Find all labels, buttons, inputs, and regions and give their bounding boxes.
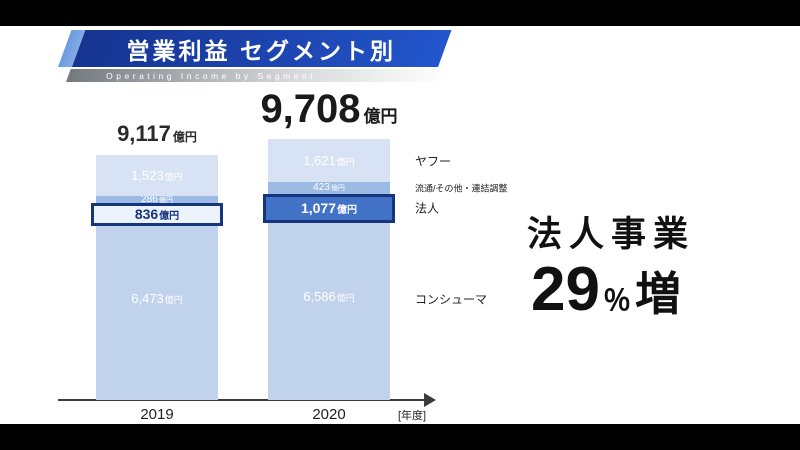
segment-value-label: 286 億円 bbox=[141, 193, 173, 205]
letterbox-top bbox=[0, 0, 800, 26]
segment-value-label: 1,621 億円 bbox=[303, 153, 355, 169]
percent-sign: ％ bbox=[602, 285, 631, 316]
series-label-consumer: コンシューマ bbox=[415, 292, 488, 307]
callout-number: 29 bbox=[531, 255, 600, 324]
axis-category-2020: 2020 bbox=[312, 406, 346, 423]
axis-unit-note: [年度] bbox=[398, 410, 427, 422]
total-label-2019: 9,117 億円 bbox=[117, 120, 197, 146]
x-axis-arrow bbox=[424, 393, 436, 407]
series-label-yahoo: ヤフー bbox=[415, 154, 452, 169]
callout: 法人事業 29 ％ 増 bbox=[527, 206, 695, 324]
segment-value-label: 6,473 億円 bbox=[131, 291, 183, 307]
series-label-ryutsu: 流通/その他・連結調整 bbox=[415, 183, 508, 194]
series-label-hojin: 法人 bbox=[415, 201, 440, 216]
segment-value-label: 1,523 億円 bbox=[131, 167, 183, 183]
bar-segment-yahoo: 1,523 億円 bbox=[96, 154, 218, 196]
callout-suffix: 増 bbox=[634, 268, 681, 320]
segment-value-label: 836 億円 bbox=[134, 206, 180, 223]
segment-value-label: 423 億円 bbox=[313, 182, 345, 194]
callout-title: 法人事業 bbox=[527, 215, 696, 254]
segment-value-label: 6,586 億円 bbox=[303, 289, 355, 305]
bar-segment-hojin: 1,077 億円 bbox=[263, 193, 395, 223]
axis-category-2019: 2019 bbox=[140, 406, 174, 423]
total-label-2020: 9,708 億円 bbox=[260, 86, 398, 131]
letterbox-bottom bbox=[0, 424, 800, 450]
bar-segment-ryutsu: 423 億円 bbox=[268, 182, 390, 194]
bar-segment-consumer: 6,586 億円 bbox=[268, 222, 390, 400]
x-axis-line bbox=[58, 399, 426, 401]
bar-segment-hojin: 836 億円 bbox=[91, 203, 223, 226]
bar-segment-consumer: 6,473 億円 bbox=[96, 225, 218, 400]
bar-segment-yahoo: 1,621 億円 bbox=[268, 138, 390, 183]
callout-figure: 29 ％ 増 bbox=[527, 257, 695, 324]
bar-segment-ryutsu: 286 億円 bbox=[96, 193, 218, 205]
segment-value-label: 1,077 億円 bbox=[300, 199, 358, 216]
